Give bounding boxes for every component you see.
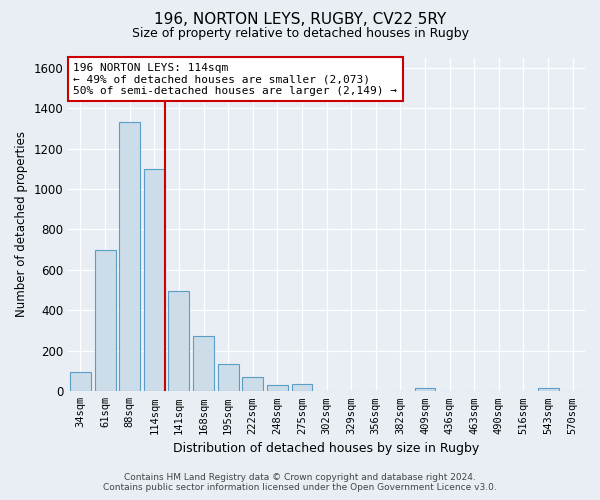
Bar bbox=[218, 364, 239, 392]
Text: Contains HM Land Registry data © Crown copyright and database right 2024.
Contai: Contains HM Land Registry data © Crown c… bbox=[103, 473, 497, 492]
Bar bbox=[95, 250, 116, 392]
Bar bbox=[193, 336, 214, 392]
Bar bbox=[70, 372, 91, 392]
Bar bbox=[292, 384, 313, 392]
Y-axis label: Number of detached properties: Number of detached properties bbox=[15, 132, 28, 318]
Text: 196 NORTON LEYS: 114sqm
← 49% of detached houses are smaller (2,073)
50% of semi: 196 NORTON LEYS: 114sqm ← 49% of detache… bbox=[73, 62, 397, 96]
Bar bbox=[242, 377, 263, 392]
Text: 196, NORTON LEYS, RUGBY, CV22 5RY: 196, NORTON LEYS, RUGBY, CV22 5RY bbox=[154, 12, 446, 28]
X-axis label: Distribution of detached houses by size in Rugby: Distribution of detached houses by size … bbox=[173, 442, 480, 455]
Bar bbox=[119, 122, 140, 392]
Text: Size of property relative to detached houses in Rugby: Size of property relative to detached ho… bbox=[131, 28, 469, 40]
Bar bbox=[144, 169, 165, 392]
Bar bbox=[415, 388, 436, 392]
Bar bbox=[267, 385, 288, 392]
Bar bbox=[538, 388, 559, 392]
Bar bbox=[169, 291, 190, 392]
